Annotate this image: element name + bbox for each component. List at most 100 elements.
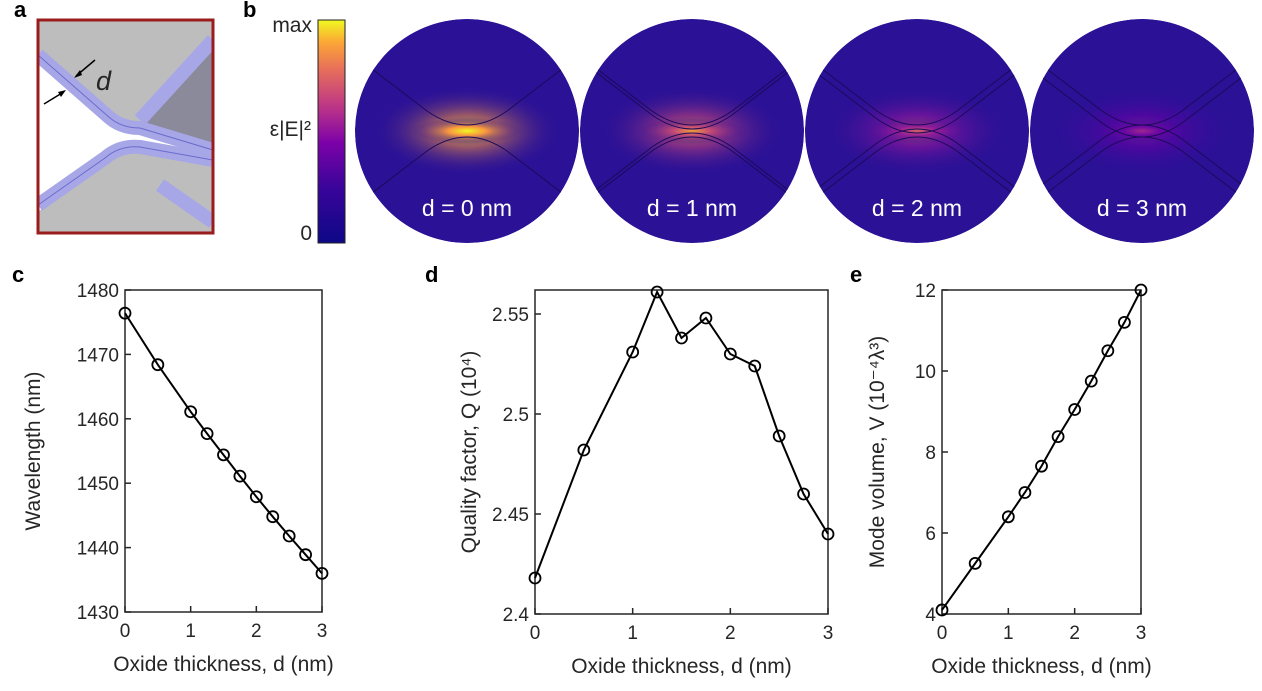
x-tick-label: 0 bbox=[530, 623, 541, 644]
field-map bbox=[355, 19, 579, 243]
hotspot bbox=[412, 118, 522, 144]
marker bbox=[249, 490, 263, 504]
marker bbox=[151, 358, 165, 372]
y-tick-label: 1430 bbox=[77, 603, 119, 624]
marker bbox=[299, 548, 312, 562]
panel-label: d bbox=[425, 262, 438, 287]
boundary bbox=[805, 55, 1029, 207]
marker bbox=[217, 448, 230, 462]
marker bbox=[935, 603, 949, 617]
marker bbox=[528, 571, 542, 585]
y-tick-label: 4 bbox=[925, 605, 936, 626]
field-map bbox=[580, 19, 804, 243]
marker bbox=[315, 566, 329, 580]
colorbar-min: 0 bbox=[300, 222, 312, 245]
colorbar-max: max bbox=[272, 14, 312, 37]
marker bbox=[266, 510, 280, 524]
panel-label: b bbox=[243, 0, 256, 22]
y-tick-label: 1470 bbox=[77, 345, 119, 366]
panel-label: a bbox=[14, 0, 27, 22]
marker bbox=[200, 427, 214, 441]
x-tick-label: 0 bbox=[120, 621, 131, 642]
oxide-boundary bbox=[1030, 67, 1254, 195]
colorbar bbox=[317, 19, 346, 244]
y-tick-label: 2.55 bbox=[492, 305, 529, 326]
boundary bbox=[580, 55, 804, 207]
marker bbox=[1118, 315, 1131, 329]
panel-label: c bbox=[12, 262, 24, 287]
marker bbox=[1068, 403, 1082, 416]
y-tick-label: 8 bbox=[925, 443, 936, 464]
axes-box bbox=[941, 289, 1142, 615]
marker bbox=[118, 306, 132, 320]
marker bbox=[699, 311, 713, 325]
y-axis-label: Quality factor, Q (10⁴) bbox=[458, 351, 481, 554]
line bbox=[534, 289, 829, 579]
marker bbox=[650, 285, 664, 299]
colorbar-label: ε|E|² bbox=[270, 118, 311, 141]
marker bbox=[675, 331, 688, 345]
marker bbox=[1018, 486, 1032, 499]
map-label: d = 1 nm bbox=[647, 195, 737, 221]
schematic-frame bbox=[36, 18, 215, 235]
marker bbox=[1134, 283, 1148, 297]
marker bbox=[282, 529, 296, 543]
oxide-boundary bbox=[580, 59, 804, 203]
y-tick-label: 12 bbox=[915, 281, 936, 302]
marker bbox=[184, 405, 198, 419]
hotspot bbox=[637, 118, 747, 144]
y-tick-label: 1460 bbox=[77, 410, 119, 431]
y-axis-label: Mode volume, V (10⁻⁴λ³) bbox=[866, 336, 889, 569]
marker bbox=[797, 487, 810, 501]
x-tick-label: 1 bbox=[185, 621, 196, 642]
x-axis-label: Oxide thickness, d (nm) bbox=[931, 655, 1152, 678]
marker bbox=[233, 469, 247, 483]
x-tick-label: 1 bbox=[1003, 623, 1014, 644]
field-map bbox=[1030, 19, 1254, 243]
marker bbox=[821, 527, 835, 541]
panel-label: e bbox=[850, 262, 862, 287]
field-map bbox=[805, 19, 1029, 243]
y-tick-label: 10 bbox=[915, 362, 936, 383]
y-tick-label: 1450 bbox=[77, 474, 119, 495]
x-axis-label: Oxide thickness, d (nm) bbox=[113, 653, 334, 676]
y-tick-label: 2.45 bbox=[492, 505, 529, 526]
x-tick-label: 0 bbox=[937, 623, 948, 644]
marker bbox=[968, 556, 982, 570]
x-tick-label: 2 bbox=[725, 623, 736, 644]
x-tick-label: 2 bbox=[1069, 623, 1080, 644]
marker bbox=[1084, 374, 1098, 388]
marker bbox=[748, 359, 762, 373]
marker bbox=[1001, 510, 1015, 524]
marker bbox=[1101, 344, 1115, 358]
axes-box bbox=[534, 289, 829, 615]
x-tick-label: 3 bbox=[317, 621, 328, 642]
line bbox=[124, 312, 323, 575]
y-tick-label: 2.4 bbox=[503, 605, 530, 626]
map-label: d = 0 nm bbox=[422, 195, 512, 221]
schematic-label: d bbox=[96, 66, 112, 96]
marker bbox=[1035, 459, 1048, 473]
x-tick-label: 2 bbox=[251, 621, 262, 642]
marker bbox=[577, 443, 591, 457]
hotspot bbox=[1087, 118, 1197, 144]
x-axis-label: Oxide thickness, d (nm) bbox=[571, 655, 792, 678]
line bbox=[941, 289, 1142, 611]
y-tick-label: 2.5 bbox=[503, 405, 529, 426]
oxide-boundary bbox=[805, 63, 1029, 199]
marker bbox=[1051, 430, 1065, 444]
x-tick-label: 3 bbox=[1136, 623, 1147, 644]
axes-box bbox=[124, 289, 323, 613]
y-axis-label: Wavelength (nm) bbox=[22, 371, 45, 530]
marker bbox=[723, 347, 737, 361]
y-tick-label: 6 bbox=[925, 524, 936, 545]
map-label: d = 2 nm bbox=[872, 195, 962, 221]
marker bbox=[772, 429, 786, 443]
y-tick-label: 1480 bbox=[77, 281, 119, 302]
marker bbox=[626, 345, 640, 359]
y-tick-label: 1440 bbox=[77, 539, 119, 560]
x-tick-label: 1 bbox=[627, 623, 638, 644]
schematic bbox=[39, 21, 212, 232]
x-tick-label: 3 bbox=[823, 623, 834, 644]
